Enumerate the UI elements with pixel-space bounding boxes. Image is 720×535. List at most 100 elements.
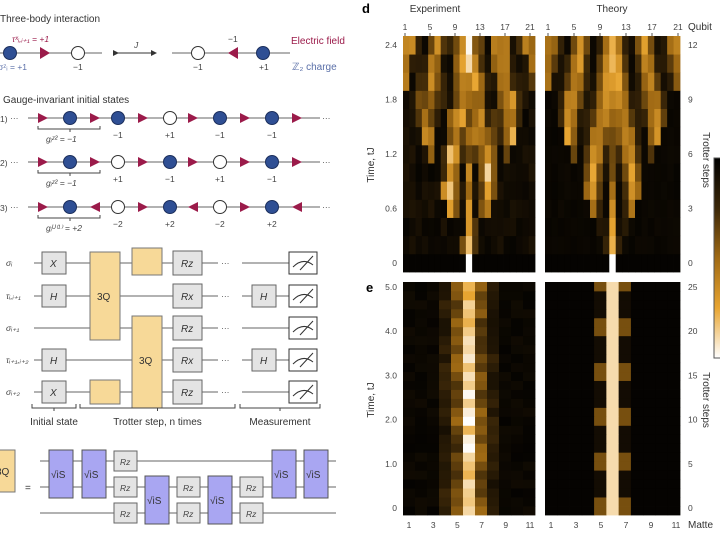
heatmap-cell	[641, 181, 649, 200]
heatmap-cell	[499, 290, 512, 301]
heatmap-cell	[569, 470, 583, 480]
heatmap-cell	[673, 217, 681, 237]
heatmap-cell	[615, 181, 623, 200]
heatmap-cell	[545, 36, 552, 55]
heatmap-cell	[427, 506, 440, 516]
heatmap-cell	[511, 290, 524, 301]
heatmap-cell	[577, 36, 584, 55]
rotation-gate	[172, 379, 203, 405]
heatmap-cell	[403, 353, 416, 364]
heatmap-cell	[427, 452, 440, 462]
heatmap-cell	[606, 299, 620, 310]
heatmap-cell	[557, 461, 570, 471]
heatmap-cell	[557, 235, 565, 255]
heatmap-cell	[451, 479, 464, 489]
heatmap-cell	[511, 470, 524, 480]
heatmap-cell	[428, 199, 435, 218]
heatmap-cell	[434, 54, 442, 73]
heatmap-cell	[503, 217, 511, 237]
heatmap-cell	[596, 90, 604, 110]
heatmap-cell	[472, 199, 479, 218]
heatmap-cell	[465, 217, 473, 237]
heatmap-cell	[545, 199, 552, 218]
heatmap-cell	[453, 217, 460, 237]
heatmap-cell	[503, 54, 511, 73]
heatmap-cell	[497, 126, 504, 146]
heatmap-cell	[622, 235, 629, 255]
heatmap-cell	[503, 90, 511, 110]
heatmap-cell	[439, 488, 452, 498]
heatmap-cell	[581, 398, 595, 408]
heatmap-cell	[523, 434, 536, 444]
heatmap-cell	[409, 72, 416, 91]
partial-3q-gate	[89, 379, 121, 405]
3q-gate-label: 3Q	[0, 467, 10, 478]
heatmap-cell	[528, 253, 536, 273]
gate-label: Rz	[120, 509, 131, 519]
heatmap-cell	[569, 290, 583, 301]
heatmap-cell	[569, 344, 583, 355]
ellipsis: ···	[221, 323, 230, 333]
heatmap-cell	[415, 308, 428, 319]
charge-filled-icon	[265, 111, 279, 125]
charge-filled-icon	[265, 200, 279, 214]
x-tick-label: 1	[549, 520, 554, 530]
heatmap-cell	[459, 163, 467, 182]
heatmap-cell	[403, 461, 416, 471]
heatmap-cell	[459, 90, 467, 110]
heatmap-cell	[570, 253, 578, 273]
gate-label: √iS	[147, 495, 162, 507]
heatmap-cell	[673, 108, 681, 128]
x-tick-label: 11	[672, 520, 681, 530]
heatmap-cell	[545, 407, 558, 417]
heatmap-cell	[415, 344, 428, 355]
heatmap-cell	[660, 235, 668, 255]
heatmap-cell	[641, 108, 649, 128]
heatmap-cell	[453, 253, 460, 273]
heatmap-cell	[557, 90, 565, 110]
heatmap-cell	[557, 72, 565, 91]
heatmap-cell	[523, 416, 536, 426]
heatmap-cell	[564, 72, 572, 91]
heatmap-cell	[630, 282, 644, 292]
heatmap-cell	[475, 344, 488, 355]
heatmap-cell	[618, 380, 632, 390]
heatmap-cell	[577, 126, 584, 146]
x-tick-label: 9	[598, 22, 603, 32]
heatmap-cell	[647, 72, 655, 91]
heatmap-cell	[415, 144, 423, 164]
heatmap-cell	[487, 506, 500, 516]
heatmap-cell	[557, 317, 570, 328]
heatmap-cell	[618, 470, 632, 480]
y-tick-label: 0	[392, 258, 397, 268]
heatmap-cell	[522, 36, 530, 55]
heatmap-cell	[528, 108, 536, 128]
heatmap-cell	[618, 479, 632, 489]
heatmap-cell	[667, 425, 681, 435]
heatmap-cell	[635, 144, 642, 164]
heatmap-cell	[453, 144, 460, 164]
heatmap-cell	[487, 389, 500, 399]
heatmap-cell	[545, 317, 558, 328]
heatmap-cell	[447, 217, 454, 237]
field-arrow-left-icon	[90, 202, 100, 212]
heatmap-cell	[487, 479, 500, 489]
charge-empty-icon	[71, 46, 85, 60]
heatmap-cell	[569, 353, 583, 364]
heatmap-cell	[511, 497, 524, 507]
charge-value: −1	[215, 130, 225, 140]
heatmap-cell	[596, 253, 604, 273]
heatmap-cell	[630, 353, 644, 364]
heatmap-cell	[523, 317, 536, 328]
heatmap-cell	[557, 36, 565, 55]
heatmap-cell	[622, 126, 629, 146]
section-label: Measurement	[249, 417, 310, 428]
heatmap-cell	[630, 335, 644, 346]
wire-label: σᵢ₊₂	[6, 387, 21, 397]
heatmap-cell	[478, 72, 486, 91]
heatmap-cell	[487, 407, 500, 417]
heatmap-cell	[403, 362, 416, 373]
heatmap-cell	[475, 353, 488, 364]
heatmap-cell	[421, 54, 429, 73]
heatmap-cell	[577, 253, 584, 273]
